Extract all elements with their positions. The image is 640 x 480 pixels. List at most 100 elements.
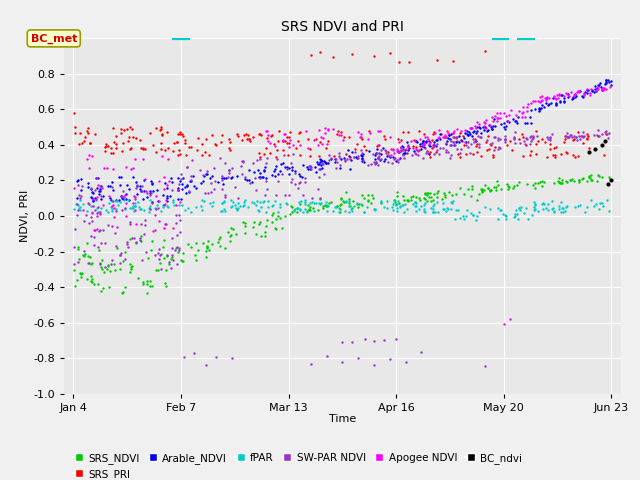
Point (328, 208, 338, 216)
Point (261, 175, 271, 182)
Point (419, 205, 429, 213)
Point (582, 131, 592, 138)
Point (175, 150, 185, 158)
Point (381, 197, 392, 205)
Point (429, 142, 439, 149)
Point (115, 198, 125, 206)
Point (582, 177, 592, 185)
Point (86, 214, 97, 221)
Point (315, 138, 325, 146)
Point (538, 204, 548, 212)
Point (514, 178, 524, 185)
Point (505, 138, 515, 145)
Point (313, 206, 323, 214)
Point (265, 149, 275, 157)
Point (155, 259, 165, 266)
Point (604, 79, 614, 86)
Point (474, 123, 484, 131)
Point (531, 140, 541, 148)
Point (424, 193, 434, 201)
Point (470, 135, 480, 143)
Point (459, 134, 469, 142)
Point (141, 189, 152, 197)
Point (406, 137, 417, 145)
Point (401, 358, 411, 365)
Point (448, 198, 458, 205)
Point (162, 251, 172, 259)
Point (125, 123, 135, 131)
Point (561, 90, 572, 98)
Point (150, 204, 161, 212)
Point (77, 251, 88, 259)
Point (356, 151, 367, 159)
Point (467, 132, 477, 140)
Point (81, 211, 92, 218)
Point (90, 206, 100, 214)
Point (147, 179, 157, 187)
Point (414, 194, 424, 202)
Point (492, 109, 502, 117)
Point (357, 154, 367, 162)
Point (150, 192, 161, 200)
Point (317, 134, 328, 142)
Point (94, 226, 104, 234)
Point (569, 91, 579, 98)
Point (238, 157, 248, 165)
Point (443, 148, 453, 156)
Point (71, 200, 81, 208)
Point (548, 144, 559, 152)
Point (262, 127, 272, 135)
Point (316, 156, 326, 163)
Point (422, 133, 432, 141)
Point (200, 148, 210, 156)
Point (483, 126, 493, 134)
Point (353, 354, 364, 362)
Point (385, 355, 395, 362)
Point (98, 192, 108, 200)
Point (109, 139, 119, 146)
Point (372, 149, 382, 157)
Point (601, 76, 611, 84)
Point (408, 192, 418, 200)
Point (85, 139, 95, 146)
Point (417, 348, 427, 356)
Point (118, 257, 129, 265)
Point (392, 207, 403, 215)
Point (306, 360, 316, 368)
Point (446, 204, 456, 212)
Point (347, 148, 357, 156)
Point (295, 178, 305, 186)
Point (115, 180, 125, 188)
Point (225, 139, 236, 146)
Point (132, 183, 142, 191)
Point (173, 245, 184, 252)
Point (521, 204, 531, 211)
Point (318, 202, 328, 210)
Point (300, 174, 310, 181)
Point (157, 243, 168, 251)
Point (226, 231, 236, 239)
Point (134, 205, 145, 213)
Point (129, 207, 139, 215)
Point (72, 195, 83, 203)
Point (559, 97, 569, 105)
Point (409, 147, 419, 155)
Point (561, 132, 572, 140)
Point (133, 198, 143, 206)
Point (289, 207, 299, 215)
Point (568, 177, 579, 185)
Point (73, 243, 83, 251)
Point (285, 203, 296, 210)
Point (120, 205, 131, 213)
Point (465, 149, 475, 157)
Point (340, 199, 351, 206)
Point (145, 188, 156, 195)
Point (250, 174, 260, 182)
Point (159, 146, 170, 154)
Point (574, 178, 584, 185)
Point (374, 127, 385, 134)
Point (411, 143, 421, 151)
Point (528, 97, 538, 105)
Point (414, 205, 424, 213)
Point (374, 152, 384, 160)
